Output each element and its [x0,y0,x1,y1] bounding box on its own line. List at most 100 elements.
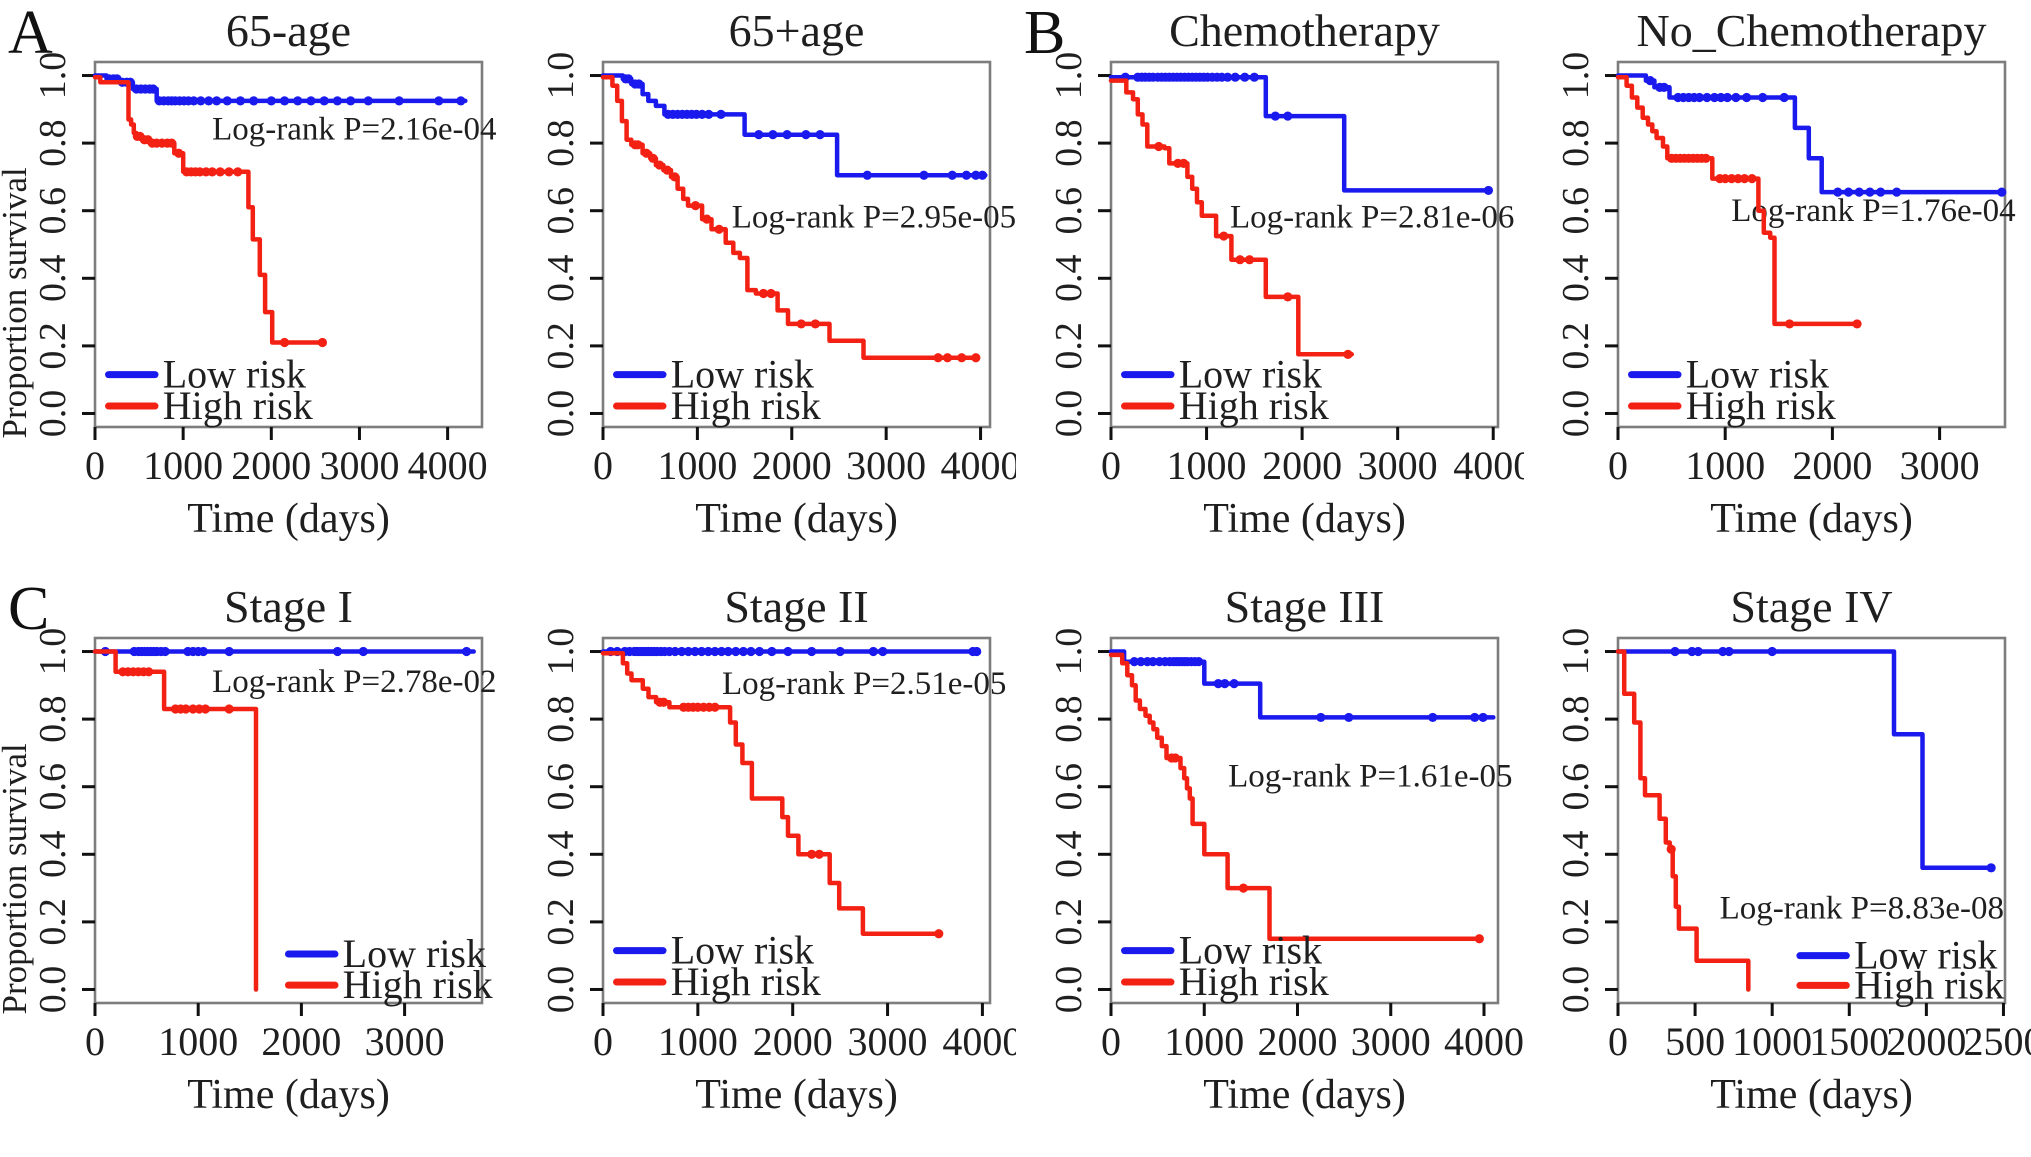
x-tick-label: 1000 [657,443,737,488]
censor-mark [1316,712,1326,723]
censor-mark [167,138,177,148]
pvalue-label: Log-rank P=2.51e-05 [722,666,1006,702]
plot-title: Stage II [724,581,868,632]
high-risk-censor-marks [1667,153,1862,329]
x-tick-label: 3000 [319,443,399,488]
censor-mark [758,288,769,299]
censor-mark [977,170,988,180]
censor-mark [768,130,778,140]
x-axis-label: Time (days) [1710,496,1913,542]
axes: 0 1000 2000 3000 4000 0.0 0.2 0.4 0.6 0.8 1.0 Time … [1048,628,1524,1118]
censor-mark [1758,92,1768,103]
censor-mark [1244,255,1255,265]
censor-mark [1876,187,1886,197]
censor-mark [1213,679,1223,689]
censor-mark [1283,292,1293,302]
x-tick-label: 0 [85,443,105,488]
censor-mark [1483,185,1494,196]
censor-mark [235,96,246,106]
km-plot-svg: Stage I 0 1000 2000 3000 0.0 0.2 0.4 0.6 0.8 1.0 Ti… [0,581,496,1118]
censor-mark [738,646,748,657]
censor-mark [1701,153,1711,163]
km-plot-svg: No_Chemotherapy 0 1000 2000 3000 0.0 0.2 0.4 0.6… [1555,5,2016,542]
legend-high-risk-label: High risk [1686,383,1836,428]
censor-mark [801,130,811,140]
low-risk-censor-marks [1645,75,2007,197]
x-axis-label: Time (days) [1203,1072,1406,1118]
censor-mark [648,153,658,163]
x-tick-label: 2000 [1262,443,1342,488]
censor-mark [1716,92,1726,103]
censor-mark [697,109,707,119]
censor-mark [1343,349,1353,359]
y-tick-label: 0.4 [1048,831,1090,879]
x-tick-label: 1000 [1732,1019,1812,1064]
y-tick-label: 0.4 [1555,831,1597,879]
plot-frame [93,60,484,429]
x-tick-label: 4000 [942,1019,1016,1064]
censor-mark [1747,173,1757,184]
censor-mark [461,646,472,657]
censor-mark [1474,934,1484,944]
low-risk-curve [1108,74,1491,193]
censor-mark [1779,92,1789,103]
low-risk-curve [1615,73,2007,195]
censor-mark [942,353,953,363]
y-tick-label: 0.6 [1048,763,1090,811]
panel-label-b: B [1024,0,1066,67]
plot-title: Stage IV [1730,581,1892,632]
x-tick-label: 1000 [158,1019,238,1064]
censor-mark [697,646,707,657]
y-tick-label: 0.2 [32,322,74,370]
censor-mark [148,84,158,94]
x-tick-label: 2000 [261,1019,341,1064]
censor-mark [266,96,276,106]
censor-mark [703,646,713,657]
high-risk-censor-marks [118,667,234,714]
censor-mark [1865,187,1875,197]
censor-mark [1843,187,1854,197]
y-tick-label: 0.0 [1048,390,1090,438]
y-tick-label: 0.6 [32,763,74,811]
censor-mark [731,646,741,657]
censor-mark [1694,92,1705,103]
x-axis-label: Time (days) [187,496,390,542]
high-risk-curve [1615,74,1862,327]
censor-mark [634,79,644,89]
high-risk-curve [1108,78,1355,357]
axes: 0 1000 2000 3000 4000 0.0 0.2 0.4 0.6 0.8 1.0 Time … [540,628,1022,1118]
high-risk-censor-marks [1167,753,1484,944]
censor-mark [204,96,214,106]
censor-mark [1693,646,1703,657]
x-tick-label: 0 [1101,1019,1121,1064]
legend-high-risk-label: High risk [1179,959,1329,1004]
censor-mark [224,646,234,657]
y-tick-label: 0.6 [540,763,582,811]
km-plot-svg: 65+age 0 1000 2000 3000 4000 0.0 0.2 0.4 0.6 0.8 1.… [540,5,1021,542]
plot-frame [1109,636,1500,1005]
censor-mark [196,96,206,106]
censor-mark [144,667,154,677]
x-tick-label: 4000 [1444,1019,1524,1064]
pvalue-label: Log-rank P=2.81e-06 [1230,200,1514,236]
plot-frame [1616,60,2007,429]
y-axis-label: Proportion survival [0,167,34,439]
pvalue-label: Log-rank P=2.95e-05 [732,200,1016,236]
low-risk-censor-marks [605,646,982,657]
censor-mark [456,96,466,106]
plot-frame [601,60,992,429]
low-risk-censor-marks [1129,657,1488,723]
y-tick-label: 0.6 [1048,187,1090,235]
censor-mark [1219,231,1229,241]
censor-mark [1742,92,1752,103]
censor-mark [1478,712,1488,723]
censor-mark [200,704,211,714]
x-tick-label: 2000 [752,443,832,488]
y-tick-label: 0.2 [540,898,582,946]
censor-mark [332,96,343,106]
